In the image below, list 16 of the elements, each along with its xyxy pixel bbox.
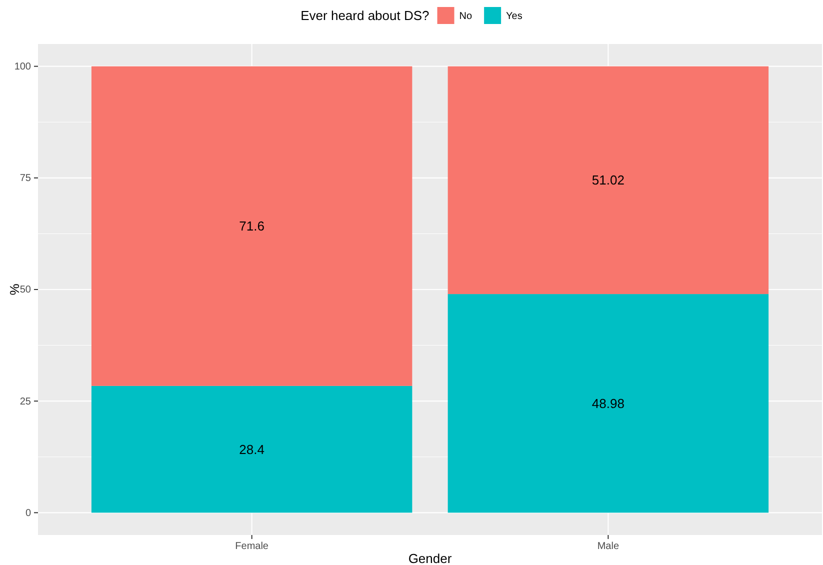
data-label: 48.98: [592, 396, 624, 411]
data-label: 28.4: [239, 442, 264, 457]
legend-label: No: [459, 11, 472, 22]
y-tick-label: 75: [20, 173, 32, 184]
x-tick-label: Female: [235, 541, 269, 552]
data-label: 71.6: [239, 218, 264, 234]
y-tick-label: 0: [25, 508, 32, 519]
y-axis-title: %: [7, 283, 22, 296]
x-axis-title: Gender: [408, 551, 452, 565]
legend-title: Ever heard about DS?: [300, 8, 430, 23]
data-label: 51.02: [592, 172, 624, 188]
y-tick-label: 100: [14, 62, 32, 73]
y-tick-label: 25: [20, 396, 32, 408]
y-tick-label: 50: [20, 284, 32, 296]
legend-label: Yes: [506, 11, 522, 22]
x-tick-label: Male: [597, 541, 620, 552]
